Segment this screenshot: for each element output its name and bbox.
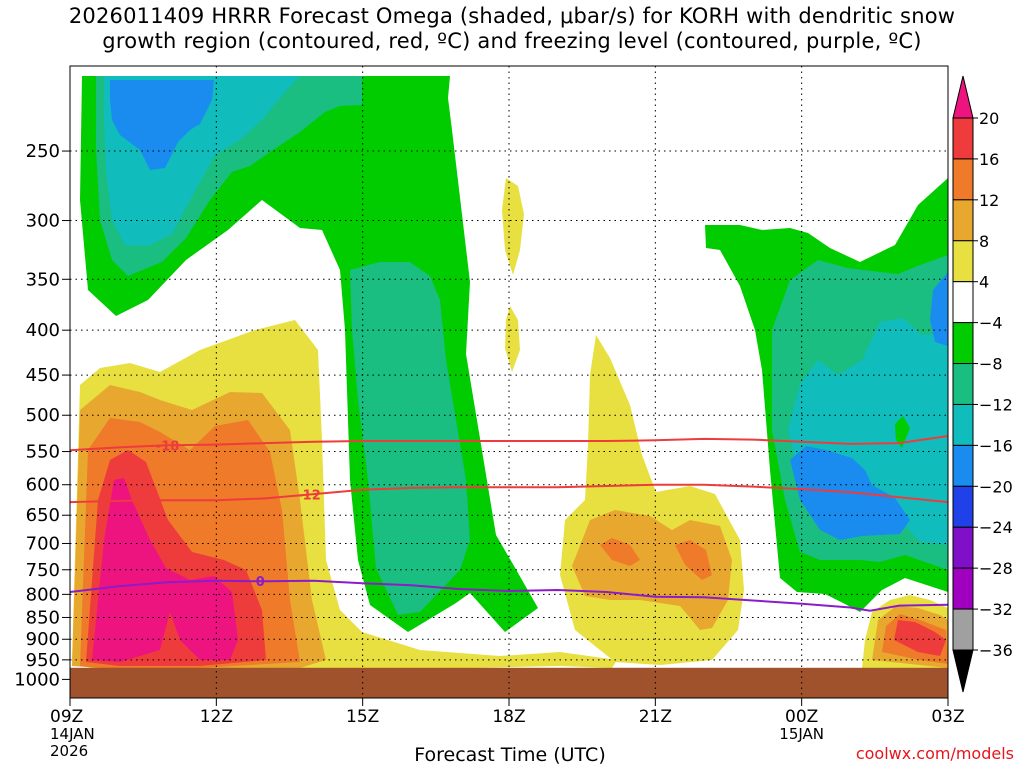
- colorbar-label: −8: [979, 355, 1003, 374]
- omega-region: [600, 538, 640, 566]
- colorbar-arrow-top: [952, 75, 974, 119]
- x-axis-title: Forecast Time (UTC): [414, 744, 606, 766]
- colorbar-label: −16: [979, 436, 1013, 455]
- colorbar-swatch: [952, 403, 974, 446]
- contour-label: -18: [156, 439, 180, 454]
- y-tick-label: 450: [26, 365, 60, 386]
- colorbar-arrow-bottom: [952, 649, 974, 693]
- y-tick-label: 600: [26, 475, 60, 496]
- omega-region: [110, 80, 214, 170]
- omega-region: [505, 306, 520, 372]
- x-tick-label: 21Z: [639, 707, 672, 727]
- gridlines: [70, 66, 948, 698]
- y-tick-label: 250: [26, 141, 60, 162]
- x-tick-label: 00Z: [785, 707, 818, 727]
- contour-line: [69, 483, 949, 504]
- colorbar-swatch: [952, 158, 974, 201]
- x-tick-sublabel: 15JAN: [779, 725, 824, 743]
- x-tick-sublabel: 14JAN: [50, 725, 95, 743]
- colorbar-label: −20: [979, 477, 1013, 496]
- omega-region: [895, 416, 910, 448]
- contour-line: [69, 435, 949, 452]
- contour-label: -12: [297, 489, 321, 504]
- x-tick-label: 03Z: [931, 707, 964, 727]
- colorbar-label: −28: [979, 559, 1013, 578]
- colorbar-label: −36: [979, 641, 1013, 660]
- colorbar-label: −32: [979, 600, 1013, 619]
- contour-label: 0: [256, 575, 265, 590]
- chart-title-line2: growth region (contoured, red, ºC) and f…: [102, 29, 922, 53]
- colorbar-swatch: [952, 240, 974, 283]
- y-tick-label: 300: [26, 211, 60, 232]
- y-tick-label: 1000: [14, 669, 60, 690]
- colorbar-swatch: [952, 567, 974, 610]
- watermark: coolwx.com/models: [855, 744, 1014, 763]
- y-tick-label: 350: [26, 269, 60, 290]
- colorbar-swatch: [952, 281, 974, 324]
- colorbar-swatch: [952, 485, 974, 528]
- colorbar: 20 16 12 8 4 −4 −8 −12 −16 −20 −24 −28 −32 −36: [952, 75, 1013, 693]
- y-tick-label: 650: [26, 505, 60, 526]
- colorbar-label: −12: [979, 395, 1013, 414]
- x-tick-label: 15Z: [346, 707, 379, 727]
- x-tick-sublabel: 2026: [50, 742, 88, 760]
- y-tick-label: 750: [26, 560, 60, 581]
- x-tick-label: 09Z: [50, 707, 83, 727]
- y-tick-label: 700: [26, 533, 60, 554]
- y-tick-label: 400: [26, 320, 60, 341]
- y-tick-label: 950: [26, 650, 60, 671]
- colorbar-label: −4: [979, 314, 1003, 333]
- colorbar-swatch: [952, 444, 974, 487]
- colorbar-swatch: [952, 199, 974, 242]
- colorbar-label: 8: [979, 232, 989, 251]
- colorbar-label: 16: [979, 150, 999, 169]
- chart-title-line1: 2026011409 HRRR Forecast Omega (shaded, …: [68, 4, 956, 28]
- y-axis: 2503003504004505005506006507007508008509…: [14, 141, 70, 690]
- omega-shading: [72, 76, 948, 668]
- y-tick-label: 850: [26, 607, 60, 628]
- colorbar-swatch: [952, 608, 974, 651]
- colorbar-swatch: [952, 117, 974, 160]
- colorbar-label: 12: [979, 191, 999, 210]
- contour-line: [69, 579, 949, 612]
- omega-region: [894, 620, 946, 656]
- omega-region: [502, 178, 524, 275]
- colorbar-swatch: [952, 363, 974, 405]
- y-tick-label: 500: [26, 405, 60, 426]
- y-tick-label: 550: [26, 442, 60, 463]
- colorbar-label: 4: [979, 273, 989, 292]
- colorbar-swatch: [952, 526, 974, 569]
- omega-region: [930, 272, 948, 346]
- omega-region: [350, 262, 470, 615]
- x-tick-label: 12Z: [200, 707, 233, 727]
- y-tick-label: 800: [26, 584, 60, 605]
- y-tick-label: 900: [26, 629, 60, 650]
- colorbar-label: −24: [979, 518, 1013, 537]
- chart-title: 2026011409 HRRR Forecast Omega (shaded, …: [0, 4, 1024, 54]
- colorbar-label: 20: [979, 109, 999, 128]
- x-tick-label: 18Z: [492, 707, 525, 727]
- colorbar-swatch: [952, 322, 974, 365]
- contour-labels: -18 -12 0: [156, 439, 321, 590]
- contour-lines: [69, 435, 949, 612]
